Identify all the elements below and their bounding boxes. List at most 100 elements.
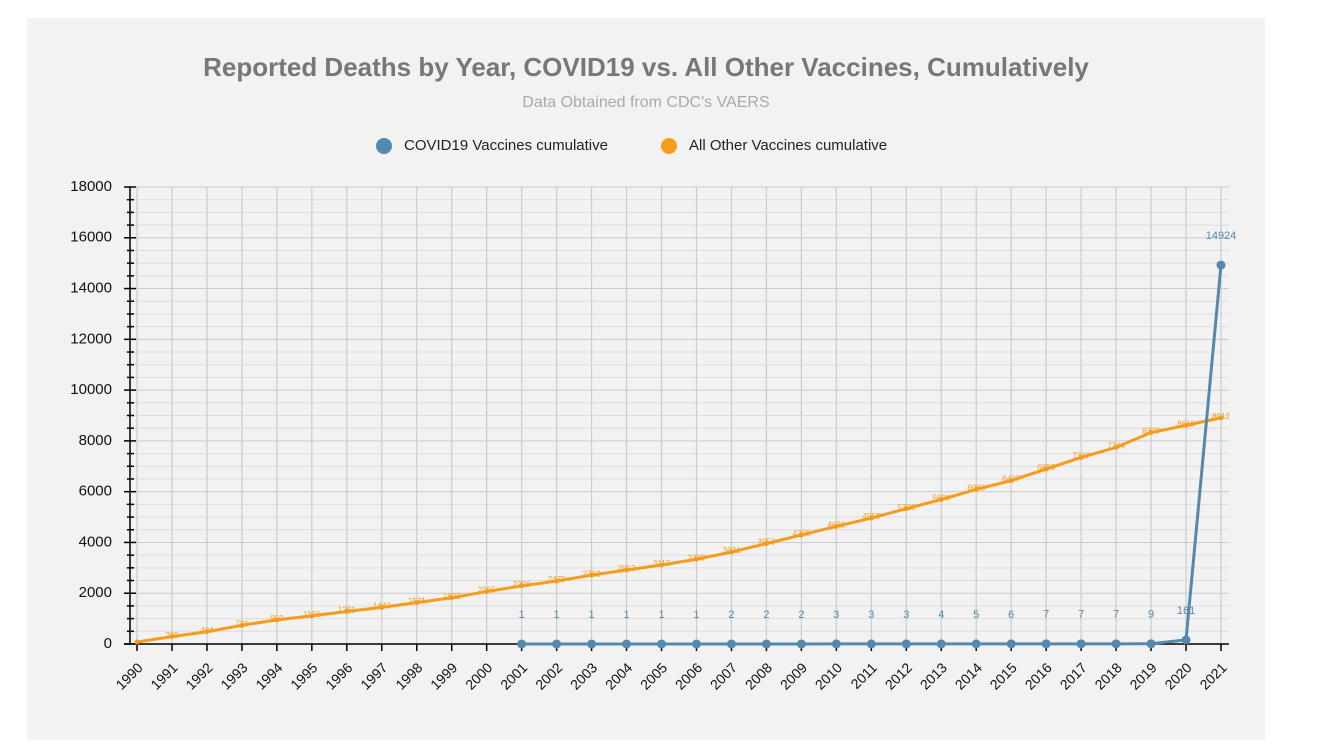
y-tick-label: 14000 <box>70 280 112 297</box>
point <box>344 608 350 614</box>
data-label: 8329 <box>1142 427 1160 436</box>
point <box>868 515 874 521</box>
point <box>936 639 946 649</box>
point <box>1113 444 1119 450</box>
point <box>554 578 560 584</box>
data-label: 8912 <box>1212 412 1230 421</box>
data-label: 3 <box>868 609 874 621</box>
chart-subtitle: Data Obtained from CDC's VAERS <box>522 94 769 111</box>
point <box>622 639 632 649</box>
legend-marker <box>376 138 392 154</box>
y-tick-label: 6000 <box>79 483 112 500</box>
data-label: 1 <box>623 609 629 621</box>
data-label: 1631 <box>408 597 426 606</box>
data-label: 4 <box>938 609 944 621</box>
data-label: 7744 <box>1107 441 1125 450</box>
point <box>1078 454 1084 460</box>
chart-title: Reported Deaths by Year, COVID19 vs. All… <box>203 52 1089 82</box>
y-tick-label: 12000 <box>70 330 112 347</box>
y-tick-label: 0 <box>104 635 112 652</box>
point <box>761 639 771 649</box>
point <box>833 523 839 529</box>
data-label: 2065 <box>478 586 496 595</box>
y-tick-label: 4000 <box>79 533 112 550</box>
data-label: 3953 <box>758 538 776 547</box>
point <box>449 595 455 601</box>
point <box>309 613 315 619</box>
point <box>938 497 944 503</box>
data-label: 7 <box>1043 609 1049 621</box>
y-tick-label: 18000 <box>70 178 112 195</box>
point <box>1043 466 1049 472</box>
panel <box>27 18 1265 740</box>
data-label: 3621 <box>723 546 741 555</box>
point <box>796 639 806 649</box>
data-label: 6890 <box>1037 463 1055 472</box>
point <box>1008 478 1014 484</box>
data-label: 950 <box>270 614 284 623</box>
point <box>659 562 665 568</box>
point <box>517 639 527 649</box>
data-label: 484 <box>200 626 214 635</box>
data-label: 1822 <box>443 592 461 601</box>
point <box>866 639 876 649</box>
point <box>903 506 909 512</box>
data-label: 289 <box>165 631 179 640</box>
series-line <box>136 416 1222 644</box>
data-label: 1 <box>693 609 699 621</box>
data-label: 2479 <box>548 575 566 584</box>
data-label: 5328 <box>897 503 915 512</box>
data-label: 1 <box>658 609 664 621</box>
data-label: 2913 <box>618 564 636 573</box>
point <box>728 549 734 555</box>
data-label: 7 <box>1113 609 1119 621</box>
data-label: 4632 <box>827 521 845 530</box>
point <box>204 629 210 635</box>
legend-marker <box>661 138 677 154</box>
point <box>484 589 490 595</box>
point <box>798 532 804 538</box>
data-label: 161 <box>1177 605 1195 617</box>
data-label: 3339 <box>688 553 706 562</box>
data-label: 4295 <box>792 529 810 538</box>
point <box>1218 415 1224 421</box>
point <box>973 486 979 492</box>
data-label: 1281 <box>338 606 356 615</box>
point <box>589 572 595 578</box>
data-label: 4959 <box>862 512 880 521</box>
point <box>1146 639 1156 649</box>
data-label: 9 <box>1148 609 1154 621</box>
point <box>691 639 701 649</box>
data-label: 6437 <box>1002 475 1020 484</box>
data-label: 1 <box>554 609 560 621</box>
point <box>971 639 981 649</box>
y-tick-label: 8000 <box>79 432 112 449</box>
data-label: 2 <box>763 609 769 621</box>
point <box>274 617 280 623</box>
point <box>901 639 911 649</box>
data-label: 736 <box>235 619 249 628</box>
data-label: 2290 <box>513 580 531 589</box>
point <box>726 639 736 649</box>
data-label: 2 <box>728 609 734 621</box>
point <box>134 639 140 645</box>
y-tick-label: 16000 <box>70 229 112 246</box>
data-label: 5690 <box>932 494 950 503</box>
point <box>379 604 385 610</box>
data-label: 7347 <box>1072 452 1090 461</box>
legend-label: All Other Vaccines cumulative <box>689 137 887 154</box>
data-label: 3 <box>903 609 909 621</box>
point <box>1148 430 1154 436</box>
y-tick-label: 2000 <box>79 584 112 601</box>
point <box>414 600 420 606</box>
point <box>624 567 630 573</box>
point <box>1181 635 1191 645</box>
point <box>1006 639 1016 649</box>
point <box>239 622 245 628</box>
point <box>831 639 841 649</box>
point <box>587 639 597 649</box>
data-label: 1106 <box>303 610 321 619</box>
data-label: 6088 <box>967 484 985 493</box>
point <box>1041 639 1051 649</box>
data-label: 1443 <box>373 601 391 610</box>
